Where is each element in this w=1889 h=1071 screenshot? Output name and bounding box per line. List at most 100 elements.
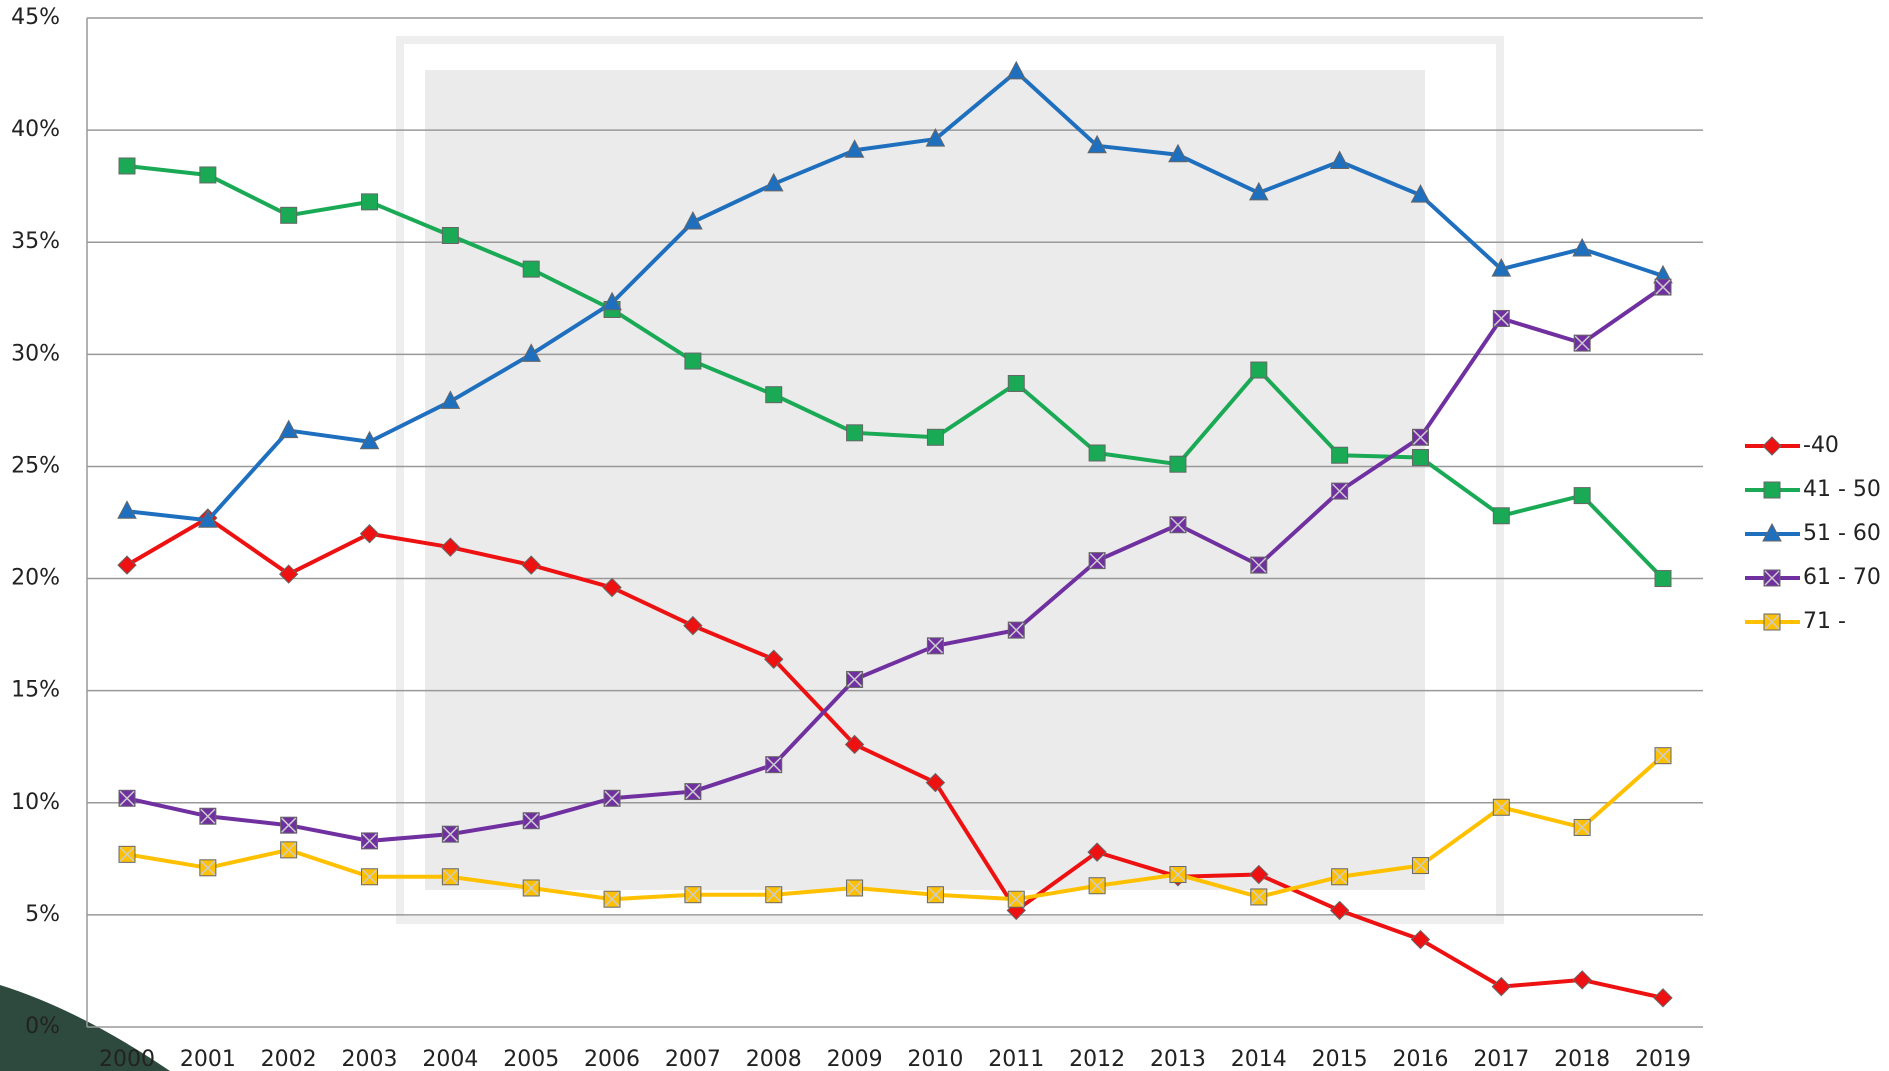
marker-shape [1492, 978, 1510, 996]
marker-shape [847, 425, 863, 441]
data-point [604, 790, 620, 806]
data-point [1089, 445, 1105, 461]
data-point [362, 194, 378, 210]
y-tick-label: 20% [11, 566, 60, 591]
marker-shape [1493, 508, 1509, 524]
x-tick-label: 2007 [665, 1047, 721, 1071]
legend-label: 41 - 50 [1803, 477, 1881, 502]
marker-shape [1573, 971, 1591, 989]
marker-shape [1763, 437, 1781, 455]
data-point [1170, 517, 1186, 533]
x-tick-label: 2000 [99, 1047, 155, 1071]
marker-shape [1332, 447, 1348, 463]
marker-shape [685, 353, 701, 369]
marker-shape [118, 501, 136, 518]
data-point [1412, 429, 1428, 445]
data-point [523, 880, 539, 896]
background-watermark [400, 40, 1500, 920]
marker-shape [523, 261, 539, 277]
marker-shape [927, 429, 943, 445]
x-tick-label: 2014 [1231, 1047, 1287, 1071]
data-point [118, 501, 136, 518]
data-point [1089, 553, 1105, 569]
data-point [1332, 447, 1348, 463]
marker-shape [1089, 445, 1105, 461]
data-point [1412, 449, 1428, 465]
data-point [1332, 483, 1348, 499]
y-tick-label: 15% [11, 678, 60, 703]
x-tick-label: 2002 [261, 1047, 317, 1071]
x-tick-label: 2004 [422, 1047, 478, 1071]
data-point [361, 525, 379, 543]
data-point [1170, 456, 1186, 472]
data-point [1089, 878, 1105, 894]
marker-shape [1170, 456, 1186, 472]
x-tick-label: 2017 [1473, 1047, 1529, 1071]
data-point [1411, 931, 1429, 949]
marker-shape [280, 421, 298, 438]
data-point [927, 887, 943, 903]
data-point [118, 556, 136, 574]
data-point [1655, 571, 1671, 587]
data-point [1574, 335, 1590, 351]
marker-shape [362, 194, 378, 210]
data-point [1251, 557, 1267, 573]
marker-shape [281, 207, 297, 223]
data-point [1493, 799, 1509, 815]
marker-shape [1411, 931, 1429, 949]
data-point [766, 887, 782, 903]
data-point [442, 869, 458, 885]
data-point [362, 869, 378, 885]
data-point [119, 158, 135, 174]
marker-shape [442, 227, 458, 243]
x-tick-label: 2015 [1312, 1047, 1368, 1071]
x-tick-label: 2013 [1150, 1047, 1206, 1071]
data-point [200, 167, 216, 183]
data-point [119, 846, 135, 862]
marker-shape [118, 556, 136, 574]
data-point [1493, 310, 1509, 326]
data-point [1493, 508, 1509, 524]
marker-shape [1764, 482, 1780, 498]
y-tick-label: 45% [11, 5, 60, 30]
y-tick-label: 35% [11, 229, 60, 254]
data-point [1008, 622, 1024, 638]
data-point [766, 387, 782, 403]
data-point [1251, 362, 1267, 378]
data-point [280, 421, 298, 438]
data-point [1492, 978, 1510, 996]
data-point [1655, 748, 1671, 764]
data-point [927, 638, 943, 654]
data-point [1574, 819, 1590, 835]
marker-shape [1574, 488, 1590, 504]
data-point [523, 261, 539, 277]
data-point [281, 817, 297, 833]
x-tick-label: 2009 [827, 1047, 883, 1071]
legend-label: 61 - 70 [1803, 565, 1881, 590]
x-tick-label: 2008 [746, 1047, 802, 1071]
data-point [523, 813, 539, 829]
data-point [685, 887, 701, 903]
data-point [281, 207, 297, 223]
legend-label: 51 - 60 [1803, 521, 1881, 546]
x-tick-label: 2016 [1392, 1047, 1448, 1071]
legend-marker [1764, 482, 1780, 498]
chart: 0%5%10%15%20%25%30%35%40%45%200020012002… [0, 0, 1889, 1071]
data-point [1008, 375, 1024, 391]
data-point [847, 880, 863, 896]
data-point [847, 671, 863, 687]
data-point [1654, 989, 1672, 1007]
data-point [927, 429, 943, 445]
marker-shape [1655, 571, 1671, 587]
data-point [1412, 858, 1428, 874]
marker-shape [1251, 362, 1267, 378]
y-tick-label: 0% [25, 1014, 60, 1039]
x-tick-label: 2003 [342, 1047, 398, 1071]
marker-shape [1654, 989, 1672, 1007]
x-tick-label: 2006 [584, 1047, 640, 1071]
data-point [442, 826, 458, 842]
data-point [362, 833, 378, 849]
marker-shape [119, 158, 135, 174]
data-point [1574, 488, 1590, 504]
data-point [685, 353, 701, 369]
